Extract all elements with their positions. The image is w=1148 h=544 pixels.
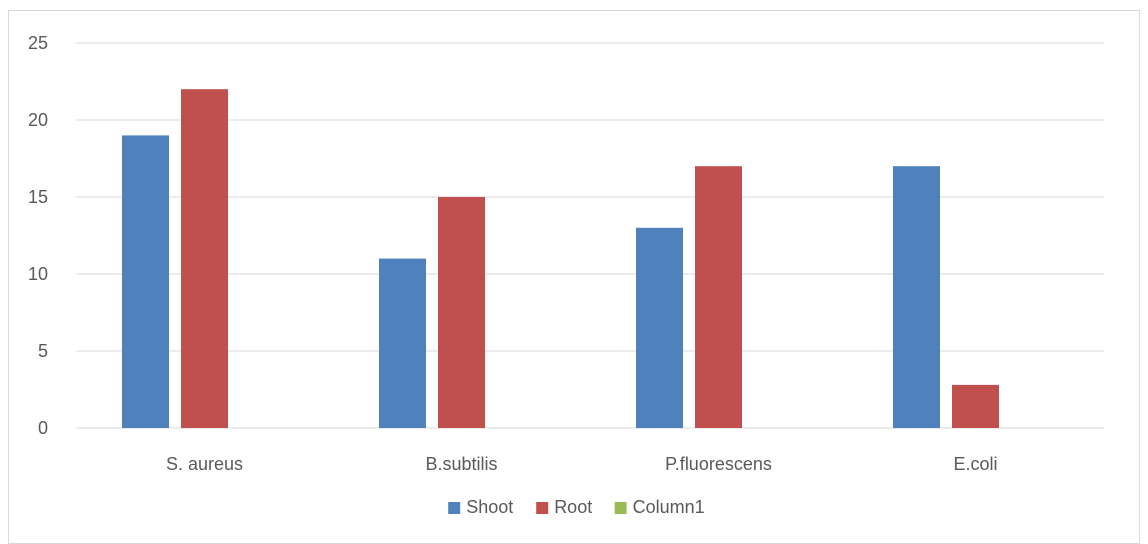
y-tick-label: 20 [28,110,48,130]
x-axis-labels: S. aureus B.subtilis P.fluorescens E.coli [166,454,998,474]
y-axis-ticks: 0 5 10 15 20 25 [28,33,48,438]
x-category-label: P.fluorescens [665,454,772,474]
y-tick-label: 0 [38,418,48,438]
gridlines [76,42,1104,429]
bar-shoot-1 [379,258,426,428]
bar-shoot-3 [893,166,940,428]
x-category-label: B.subtilis [425,454,497,474]
legend-label-column1: Column1 [633,497,705,517]
bar-root-2 [695,166,742,428]
bars [122,89,999,428]
x-category-label: E.coli [953,454,997,474]
legend-swatch-column1 [614,502,627,514]
y-tick-label: 5 [38,341,48,361]
x-category-label: S. aureus [166,454,243,474]
bar-root-0 [181,89,228,428]
legend-swatch-root [536,502,549,514]
y-tick-label: 25 [28,33,48,53]
y-tick-label: 15 [28,187,48,207]
bar-shoot-2 [636,227,683,428]
bar-root-1 [438,197,485,428]
legend-label-shoot: Shoot [466,497,513,517]
legend-swatch-shoot [448,502,461,514]
bar-shoot-0 [122,135,169,428]
y-tick-label: 10 [28,264,48,284]
legend-label-root: Root [554,497,592,517]
bar-root-3 [952,384,999,428]
legend: Shoot Root Column1 [448,497,705,517]
